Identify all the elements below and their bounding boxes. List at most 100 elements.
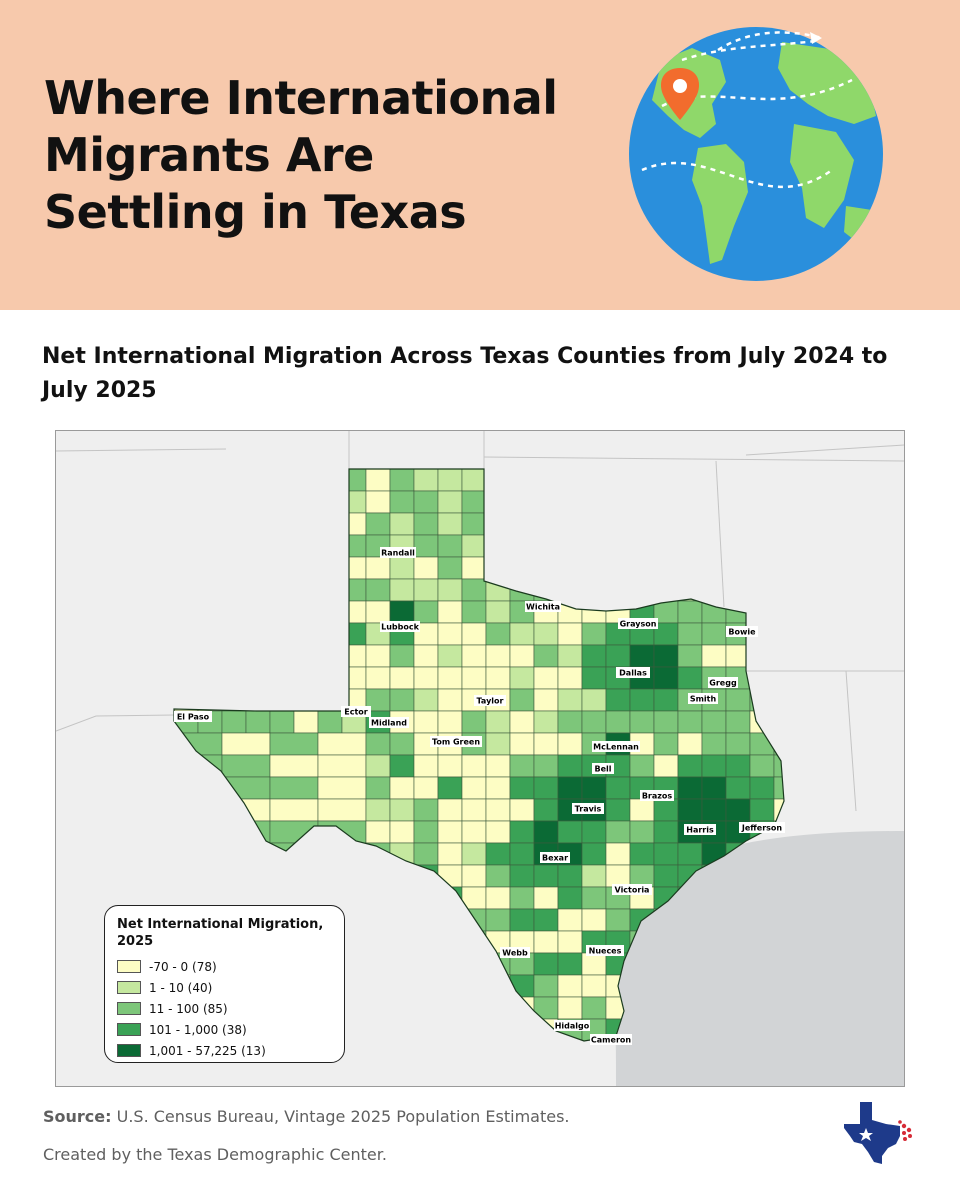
county-cell [245, 710, 271, 734]
county-cell [317, 754, 367, 778]
county-cell [413, 820, 439, 844]
county-label-travis: Travis [572, 803, 604, 814]
county-label-wichita: Wichita [525, 601, 561, 612]
county-label-dallas: Dallas [616, 667, 650, 678]
county-cell [389, 754, 415, 778]
county-cell [389, 490, 415, 514]
county-cell [413, 512, 439, 536]
county-cell [557, 974, 583, 998]
county-cell [605, 710, 631, 734]
svg-text:Randall: Randall [381, 549, 415, 558]
county-cell [509, 776, 535, 800]
county-cell [461, 578, 487, 602]
county-label-harris: Harris [684, 824, 716, 835]
county-cell [485, 710, 511, 734]
svg-text:Cameron: Cameron [591, 1036, 631, 1045]
county-cell [581, 952, 607, 976]
county-cell [485, 842, 511, 866]
county-cell [509, 908, 535, 932]
county-cell [461, 754, 487, 778]
county-cell [605, 798, 631, 822]
county-cell [653, 644, 679, 668]
legend-title: Net International Migration, 2025 [117, 917, 324, 949]
title-line-3: Settling in Texas [44, 185, 467, 239]
county-cell [461, 556, 487, 580]
county-cell [725, 710, 751, 734]
county-cell [653, 842, 679, 866]
county-cell [389, 578, 415, 602]
county-cell [365, 469, 391, 492]
county-cell [269, 732, 319, 756]
county-cell [629, 710, 655, 734]
county-cell [413, 578, 439, 602]
county-cell [629, 842, 655, 866]
county-cell [221, 710, 247, 734]
county-cell [557, 930, 583, 954]
legend-item: 11 - 100 (85) [117, 998, 332, 1019]
county-cell [437, 776, 463, 800]
source-note: Source: U.S. Census Bureau, Vintage 2025… [43, 1107, 570, 1126]
page-title: Where International Migrants Are Settlin… [44, 70, 604, 241]
county-cell [557, 908, 583, 932]
county-cell [461, 622, 487, 646]
county-cell [629, 798, 655, 822]
legend-swatch [117, 981, 141, 994]
county-cell [269, 798, 319, 822]
svg-text:Bowie: Bowie [728, 628, 756, 637]
county-cell [653, 798, 679, 822]
county-cell [437, 820, 463, 844]
county-cell [485, 732, 511, 756]
county-cell [533, 886, 559, 910]
county-cell [701, 622, 727, 646]
legend-label: -70 - 0 (78) [149, 959, 217, 974]
svg-text:El Paso: El Paso [177, 713, 210, 722]
county-cell [461, 490, 487, 514]
legend-item: 1,001 - 57,225 (13) [117, 1040, 332, 1061]
county-cell [461, 820, 487, 844]
svg-text:Bexar: Bexar [542, 854, 568, 863]
county-cell [437, 512, 463, 536]
globe-icon [629, 27, 883, 281]
county-cell [653, 666, 679, 690]
county-cell [389, 820, 415, 844]
county-cell [389, 776, 415, 800]
county-cell [437, 556, 463, 580]
county-cell [437, 688, 463, 712]
county-cell [413, 666, 439, 690]
county-cell [677, 666, 703, 690]
county-label-bowie: Bowie [726, 626, 758, 637]
county-cell [485, 798, 511, 822]
county-cell [677, 776, 703, 800]
county-cell [677, 600, 703, 624]
county-cell [437, 842, 463, 866]
county-cell [509, 644, 535, 668]
legend-swatch [117, 1023, 141, 1036]
county-cell [413, 534, 439, 558]
county-cell [653, 864, 679, 888]
legend-label: 1,001 - 57,225 (13) [149, 1043, 266, 1058]
county-cell [557, 886, 583, 910]
county-cell [581, 996, 607, 1020]
county-cell [461, 469, 487, 492]
county-cell [317, 776, 367, 800]
county-cell [533, 820, 559, 844]
county-label-mclennan: McLennan [592, 741, 640, 752]
credit-note: Created by the Texas Demographic Center. [43, 1145, 387, 1164]
county-cell [533, 974, 559, 998]
county-cell [581, 776, 607, 800]
county-cell [485, 622, 511, 646]
county-cell [221, 732, 271, 756]
svg-text:McLennan: McLennan [593, 743, 639, 752]
county-cell [461, 534, 487, 558]
legend-item: -70 - 0 (78) [117, 956, 332, 977]
county-cell [413, 688, 439, 712]
county-cell [677, 754, 703, 778]
county-cell [365, 732, 391, 756]
county-cell [773, 798, 784, 822]
county-cell [461, 710, 487, 734]
county-cell [557, 996, 583, 1020]
county-cell [509, 754, 535, 778]
county-cell [461, 776, 487, 800]
svg-text:Lubbock: Lubbock [381, 623, 419, 632]
source-text: U.S. Census Bureau, Vintage 2025 Populat… [116, 1107, 570, 1126]
